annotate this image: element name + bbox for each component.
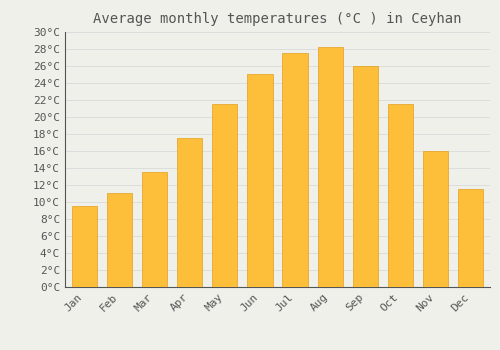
Bar	[72, 206, 97, 287]
Bar	[248, 74, 272, 287]
Bar	[177, 138, 203, 287]
Bar	[212, 104, 238, 287]
Bar	[352, 65, 378, 287]
Bar	[107, 193, 132, 287]
Title: Average monthly temperatures (°C ) in Ceyhan: Average monthly temperatures (°C ) in Ce…	[93, 12, 462, 26]
Bar	[318, 47, 343, 287]
Bar	[388, 104, 413, 287]
Bar	[142, 172, 167, 287]
Bar	[458, 189, 483, 287]
Bar	[423, 151, 448, 287]
Bar	[282, 53, 308, 287]
